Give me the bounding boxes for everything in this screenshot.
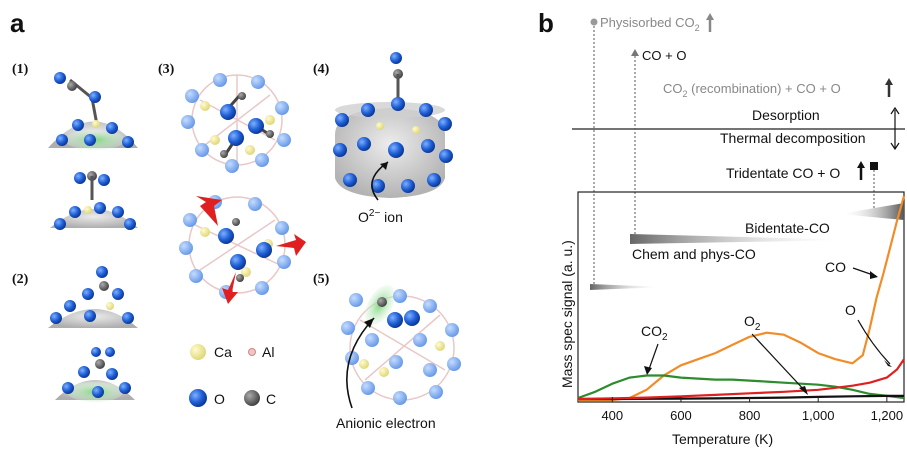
sublabel-1: (1) <box>12 62 29 77</box>
structure-5 <box>341 285 461 409</box>
structure-3b-atoms <box>179 195 306 304</box>
series-label-co2: CO2 <box>641 323 668 343</box>
bidentate-label: Bidentate-CO <box>745 220 830 236</box>
thermal-label: Thermal decomposition <box>720 130 866 146</box>
structure-2b <box>55 347 135 402</box>
o2-ion-label: O2− ion <box>358 208 403 225</box>
structure-1b <box>50 171 138 230</box>
sublabel-2: (2) <box>12 272 29 287</box>
series-line-co2 <box>577 374 905 400</box>
y-axis-label: Mass spec signal (a. u.) <box>559 240 575 388</box>
structure-4 <box>333 52 453 201</box>
sublabel-4: (4) <box>313 62 330 77</box>
series-label-o: O <box>845 302 856 318</box>
desorption-label: Desorption <box>752 107 820 123</box>
x-tick-label-800: 800 <box>739 408 761 423</box>
axis-layer: 400 600 800 1,000 1,200 <box>601 397 903 423</box>
wedge-chem-phys <box>630 234 860 244</box>
series-line-co <box>578 195 906 402</box>
legend-ca: Ca <box>214 344 232 360</box>
atom-legend <box>189 344 260 407</box>
x-tick-label-400: 400 <box>601 408 623 423</box>
panel-b-letter: b <box>538 8 554 38</box>
panel-a-letter: a <box>10 8 25 38</box>
chem-phys-label: Chem and phys-CO <box>632 246 756 262</box>
series-label-co: CO <box>825 259 846 275</box>
sublabel-5: (5) <box>313 272 330 287</box>
x-tick-label-1000: 1,000 <box>802 408 835 423</box>
series-label-o2: O2 <box>744 313 761 333</box>
structure-1a <box>48 72 138 150</box>
co-o-label: CO + O <box>642 48 686 63</box>
x-tick-label-600: 600 <box>670 408 692 423</box>
wedge-bidentate <box>840 203 904 220</box>
structure-2a <box>48 266 138 328</box>
plot-area <box>577 191 905 403</box>
sublabel-3: (3) <box>158 62 175 77</box>
physisorbed-dot <box>590 18 598 26</box>
co2-recomb-label: CO2 (recombination) + CO + O <box>663 81 841 99</box>
structure-3a-atoms <box>181 73 291 173</box>
physisorbed-label: Physisorbed CO2 <box>600 15 700 33</box>
legend-c: C <box>266 391 276 407</box>
x-axis-label: Temperature (K) <box>672 431 773 447</box>
x-tick-label-1200: 1,200 <box>871 408 904 423</box>
series-line-o <box>577 358 905 401</box>
wedge-physisorbed <box>590 284 665 290</box>
legend-al: Al <box>262 344 274 360</box>
panel-a-structures: Ca Al O C O2− ion Anionic electron <box>48 52 461 431</box>
anionic-electron-label: Anionic electron <box>336 415 436 431</box>
series-layer <box>577 195 906 402</box>
legend-o: O <box>214 391 225 407</box>
tridentate-label: Tridentate CO + O <box>726 165 840 181</box>
